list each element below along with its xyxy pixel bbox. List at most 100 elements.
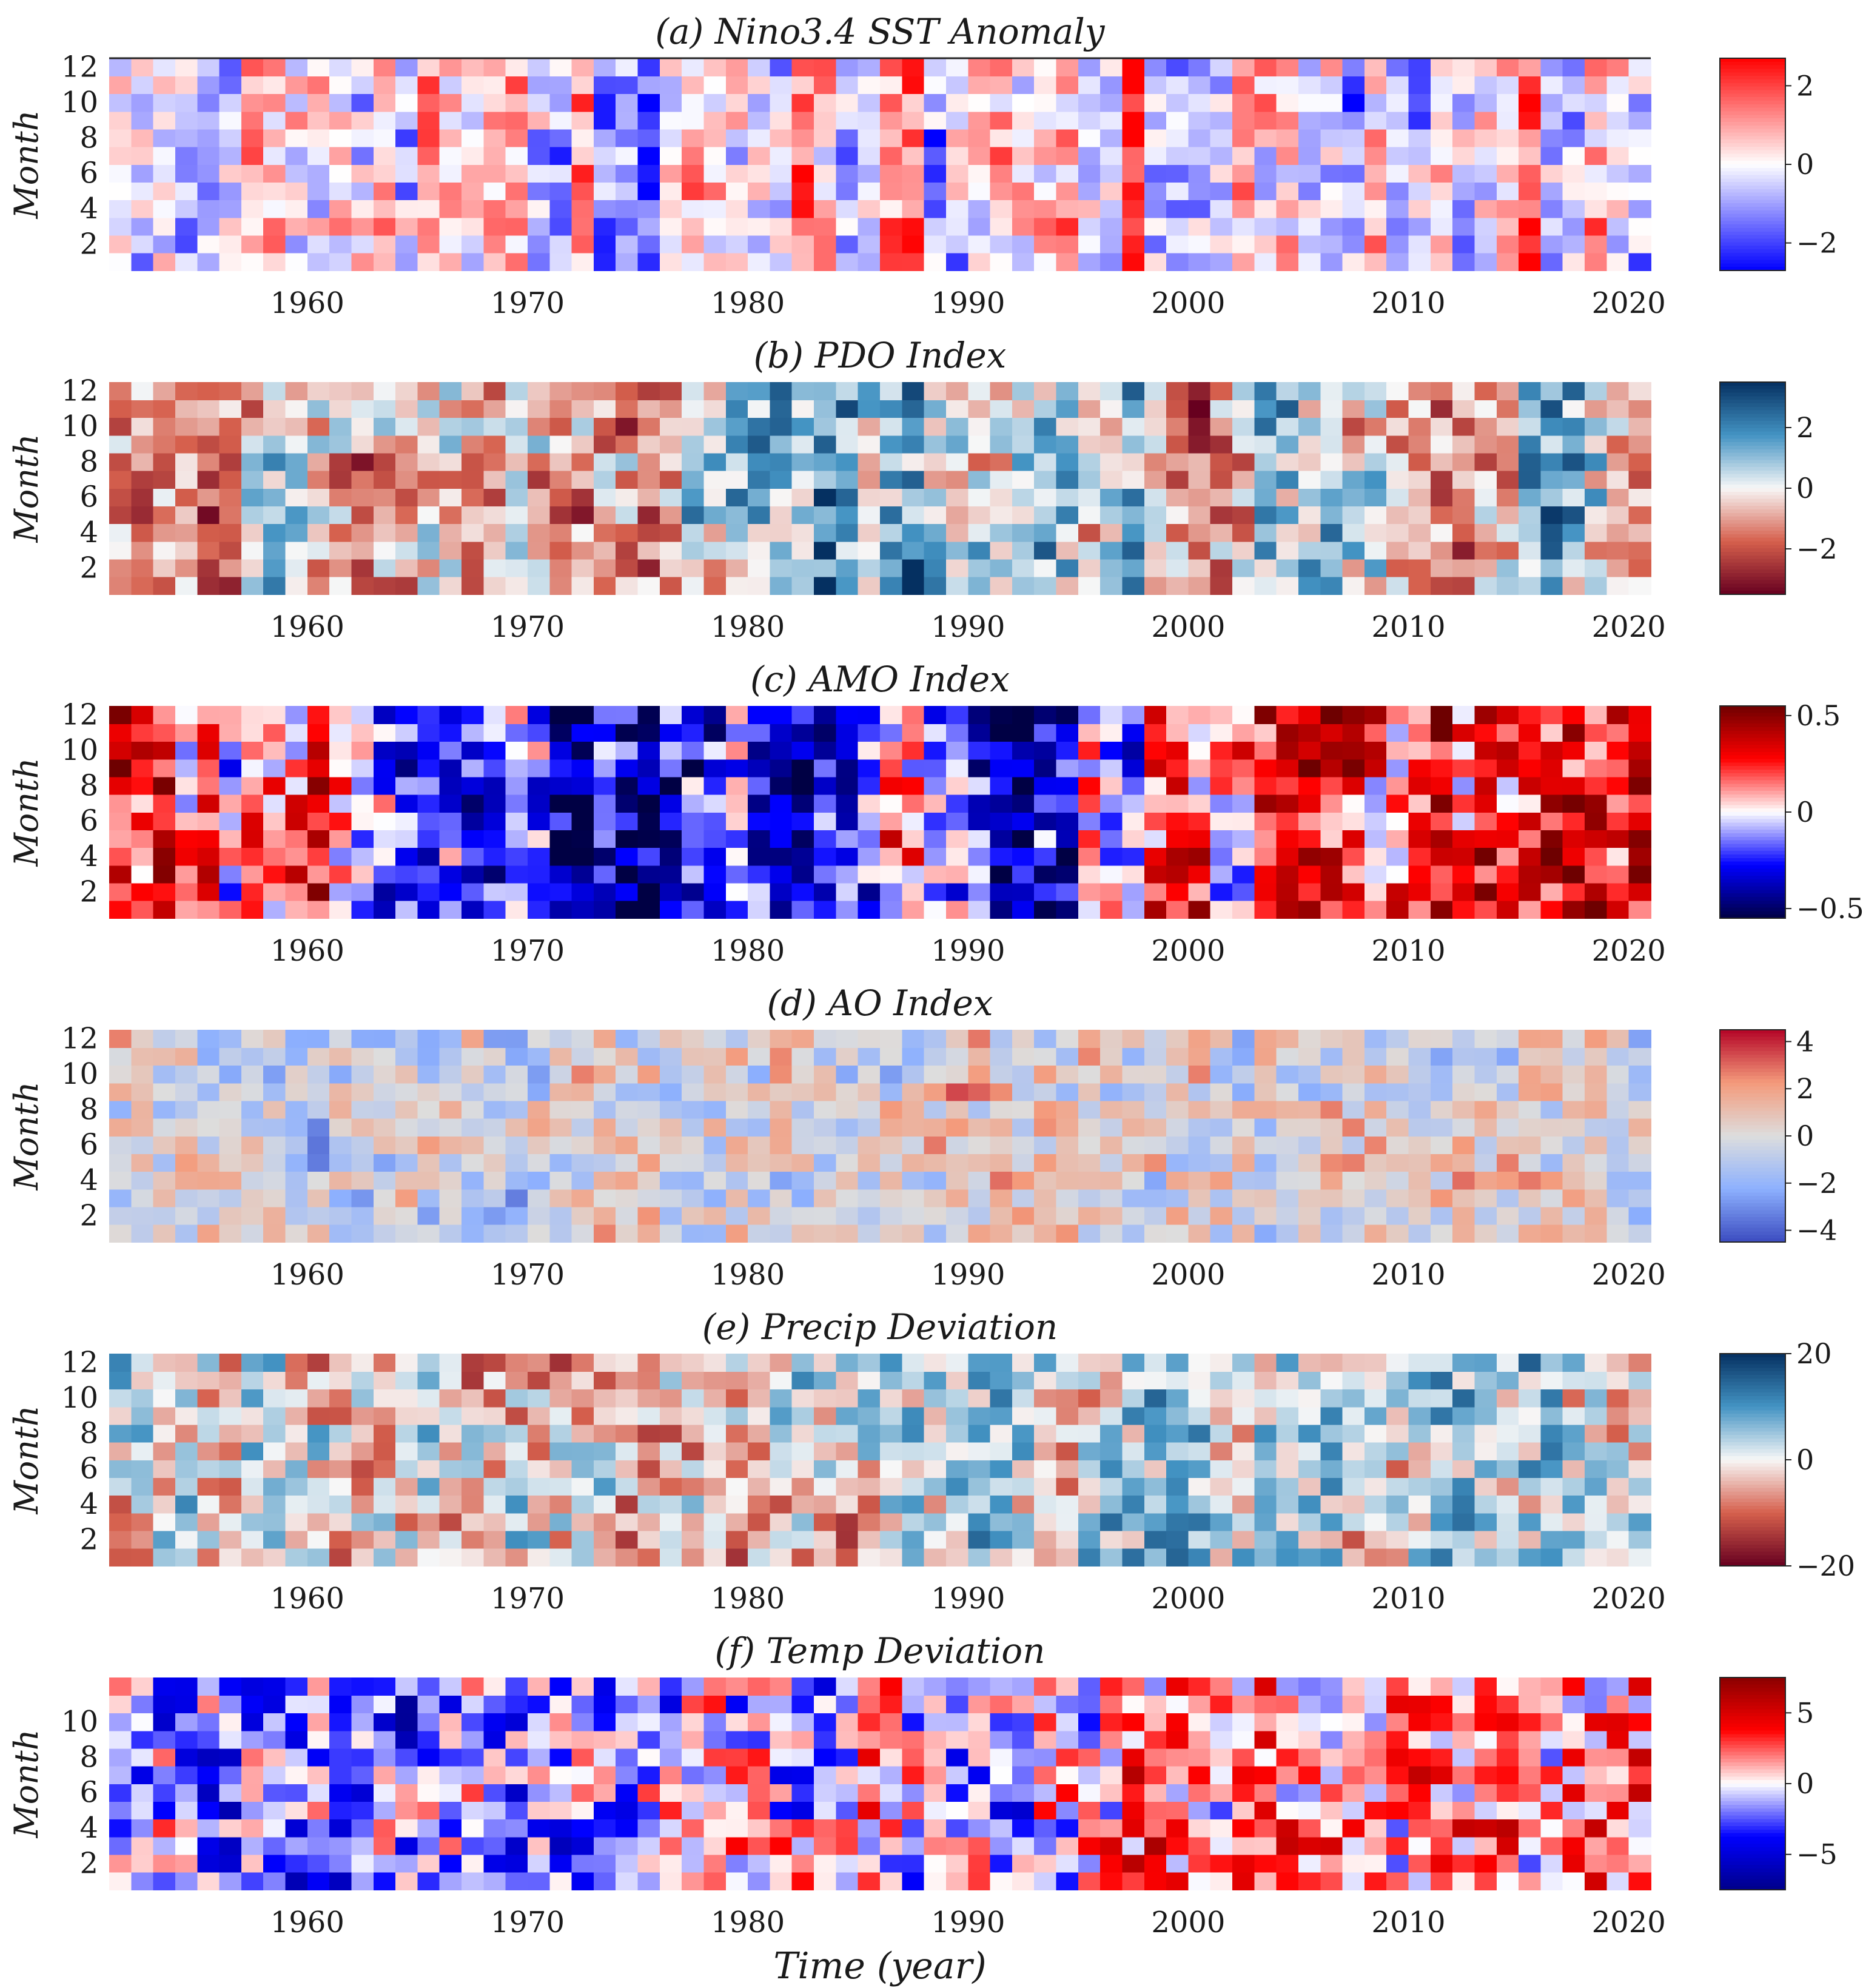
heatmap-cell xyxy=(770,400,793,418)
heatmap-cell xyxy=(593,1118,617,1137)
heatmap-cell xyxy=(527,1801,551,1820)
heatmap-cell xyxy=(990,252,1013,271)
heatmap-cell xyxy=(1232,217,1255,236)
heatmap-cell xyxy=(351,1406,374,1425)
heatmap-cell xyxy=(527,146,551,165)
heatmap-cell xyxy=(1078,470,1101,489)
heatmap-cell xyxy=(153,200,176,218)
heatmap-cell xyxy=(175,58,198,76)
heatmap-cell xyxy=(1210,1460,1233,1478)
heatmap-cell xyxy=(1122,111,1145,130)
heatmap-cell xyxy=(616,417,639,436)
colorbar-segment xyxy=(1720,86,1785,91)
heatmap-cell xyxy=(285,129,308,147)
heatmap-cell xyxy=(1320,506,1343,525)
colorbar-segment xyxy=(1720,1157,1785,1161)
heatmap-cell xyxy=(462,830,485,848)
heatmap-cell xyxy=(1474,506,1497,525)
heatmap-cell xyxy=(109,164,132,183)
heatmap-cell xyxy=(725,506,748,525)
heatmap-cell xyxy=(483,1171,506,1190)
heatmap-cell xyxy=(241,1748,264,1767)
heatmap-cell xyxy=(1496,58,1519,76)
heatmap-cell xyxy=(770,847,793,866)
heatmap-cell xyxy=(1298,417,1321,436)
heatmap-cell xyxy=(241,400,264,418)
heatmap-cell xyxy=(1210,706,1233,724)
colorbar-segment xyxy=(1720,115,1785,119)
heatmap-cell xyxy=(1519,776,1542,795)
heatmap-cell xyxy=(527,235,551,254)
heatmap-cell xyxy=(748,1189,771,1207)
heatmap-cell xyxy=(945,93,969,112)
heatmap-cell xyxy=(1188,382,1211,400)
x-tick-label: 1960 xyxy=(270,286,344,320)
heatmap-cell xyxy=(990,93,1013,112)
heatmap-cell xyxy=(549,1819,572,1838)
heatmap-cell xyxy=(1276,1495,1299,1514)
heatmap-cell xyxy=(814,1047,837,1066)
heatmap-cell xyxy=(880,865,903,884)
heatmap-cell xyxy=(1166,470,1189,489)
heatmap-cell xyxy=(417,470,440,489)
heatmap-cell xyxy=(1320,488,1343,506)
heatmap-cell xyxy=(725,1495,748,1514)
heatmap-cell xyxy=(1254,217,1277,236)
heatmap-cell xyxy=(1122,1065,1145,1084)
heatmap-cell xyxy=(616,488,639,506)
heatmap-cell xyxy=(263,129,286,147)
heatmap-cell xyxy=(682,76,705,95)
heatmap-cell xyxy=(1232,506,1255,525)
heatmap-cell xyxy=(1320,830,1343,848)
heatmap-cell xyxy=(395,217,418,236)
heatmap-cell xyxy=(1056,1406,1079,1425)
heatmap-cell xyxy=(285,1713,308,1731)
heatmap-cell xyxy=(637,523,660,542)
heatmap-cell xyxy=(1034,146,1057,165)
heatmap-cell xyxy=(1320,1477,1343,1496)
heatmap-cell xyxy=(131,1224,154,1243)
heatmap-cell xyxy=(1364,1389,1388,1408)
heatmap-cell xyxy=(945,58,969,76)
heatmap-cell xyxy=(1210,830,1233,848)
heatmap-cell xyxy=(197,1189,220,1207)
heatmap-cell xyxy=(616,1495,639,1514)
colorbar-segment xyxy=(1720,104,1785,109)
heatmap-cell xyxy=(417,1118,440,1137)
heatmap-cell xyxy=(527,1548,551,1567)
heatmap-cell xyxy=(1474,900,1497,919)
heatmap-cell xyxy=(1496,182,1519,201)
heatmap-cell xyxy=(373,724,396,742)
heatmap-cell xyxy=(1100,830,1123,848)
heatmap-cell xyxy=(924,488,947,506)
heatmap-cell xyxy=(836,1530,859,1549)
colorbar-segment xyxy=(1720,431,1785,436)
heatmap-cell xyxy=(659,1801,682,1820)
heatmap-cell xyxy=(1430,1065,1453,1084)
heatmap-cell xyxy=(791,830,814,848)
heatmap-cell xyxy=(791,93,814,112)
heatmap-cell xyxy=(968,129,991,147)
heatmap-cell xyxy=(131,1477,154,1496)
heatmap-cell xyxy=(241,111,264,130)
heatmap-cell xyxy=(1408,488,1431,506)
heatmap-cell xyxy=(351,1872,374,1890)
heatmap-cell xyxy=(1408,435,1431,454)
heatmap-cell xyxy=(1430,1406,1453,1425)
heatmap-cell xyxy=(1210,1548,1233,1567)
heatmap-cell xyxy=(748,759,771,777)
heatmap-cell xyxy=(417,1189,440,1207)
heatmap-cell xyxy=(549,1765,572,1784)
heatmap-cell xyxy=(748,1136,771,1154)
heatmap-cell xyxy=(1166,506,1189,525)
heatmap-cell xyxy=(1298,1442,1321,1460)
heatmap-cell xyxy=(1034,200,1057,218)
heatmap-cell xyxy=(880,882,903,901)
heatmap-cell xyxy=(197,882,220,901)
panel-title: (b) PDO Index xyxy=(754,335,1007,376)
heatmap-cell xyxy=(1519,488,1542,506)
heatmap-cell xyxy=(945,435,969,454)
heatmap-cell xyxy=(1254,58,1277,76)
heatmap-cell xyxy=(1012,1118,1035,1137)
heatmap-cell xyxy=(703,865,727,884)
